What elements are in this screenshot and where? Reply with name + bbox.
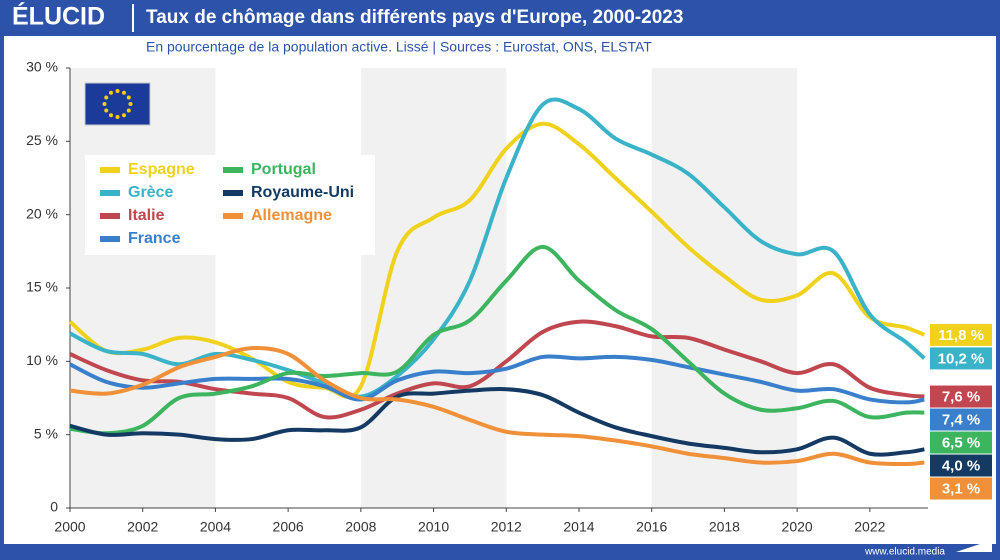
end-label: 7,4 % (942, 412, 980, 429)
x-tick-label: 2012 (491, 519, 522, 535)
flag-star (122, 113, 126, 118)
legend-label: Italie (128, 207, 165, 224)
y-tick-label: 15 % (26, 279, 58, 295)
y-tick-label: 30 % (26, 59, 58, 75)
flag-star (126, 95, 131, 100)
legend-label: Allemagne (251, 207, 332, 224)
flag-star (109, 90, 113, 95)
legend-label: Portugal (251, 161, 316, 178)
flag-star (104, 95, 109, 100)
footer-mark (956, 540, 992, 552)
logo: ÉLUCID (12, 2, 105, 31)
band (70, 68, 216, 508)
flag-star (109, 113, 113, 118)
end-label-box (930, 454, 992, 477)
chart-subtitle: En pourcentage de la population active. … (146, 39, 652, 55)
flag-star (115, 89, 120, 93)
band (360, 68, 507, 508)
x-tick-label: 2022 (854, 519, 885, 535)
end-label: 7,6 % (942, 389, 980, 406)
chart-title: Taux de chômage dans différents pays d'E… (146, 7, 683, 28)
y-tick-label: 5 % (34, 425, 58, 441)
end-label-box (930, 323, 992, 346)
series-line (69, 97, 926, 399)
end-label: 3,1 % (942, 481, 980, 498)
y-tick-label: 20 % (26, 205, 58, 221)
x-tick-label: 2010 (418, 519, 449, 535)
legend-label: France (128, 230, 181, 247)
y-tick-label: 25 % (26, 132, 58, 148)
end-label-box (930, 477, 992, 500)
end-label: 4,0 % (942, 458, 980, 475)
eu-flag (84, 82, 151, 126)
legend-label: Espagne (128, 161, 195, 178)
flag-star (126, 108, 131, 113)
series-line (69, 346, 925, 467)
x-tick-label: 2000 (54, 519, 85, 535)
end-label-box (930, 347, 992, 370)
end-label-box (930, 431, 992, 454)
series-line (69, 319, 925, 420)
x-tick-label: 2020 (782, 519, 813, 535)
x-tick-label: 2016 (636, 519, 667, 535)
flag-star (128, 102, 133, 106)
flag-star (104, 108, 109, 113)
end-label: 10,2 % (938, 350, 985, 367)
flag-star (115, 115, 120, 119)
x-tick-label: 2018 (709, 519, 740, 535)
series-line (69, 354, 925, 405)
end-label: 11,8 % (938, 327, 984, 344)
legend-label: Royaume-Uni (251, 184, 354, 201)
end-label: 6,5 % (942, 435, 980, 452)
end-label-box (930, 385, 992, 408)
series-line (68, 121, 926, 399)
y-tick-label: 10 % (26, 352, 58, 368)
band (651, 68, 798, 508)
x-tick-label: 2002 (127, 519, 158, 535)
end-label-box (930, 408, 992, 431)
x-tick-label: 2006 (273, 519, 304, 535)
legend-label: Grèce (128, 184, 173, 201)
x-tick-label: 2008 (345, 519, 376, 535)
flag-star (122, 90, 126, 95)
x-tick-label: 2004 (200, 519, 231, 535)
y-tick-label: 0 (50, 499, 58, 515)
flag-star (102, 102, 107, 106)
x-tick-label: 2014 (563, 519, 594, 535)
series-line (69, 244, 925, 436)
footer: www.elucid.media (864, 547, 945, 558)
series-line (69, 387, 925, 457)
